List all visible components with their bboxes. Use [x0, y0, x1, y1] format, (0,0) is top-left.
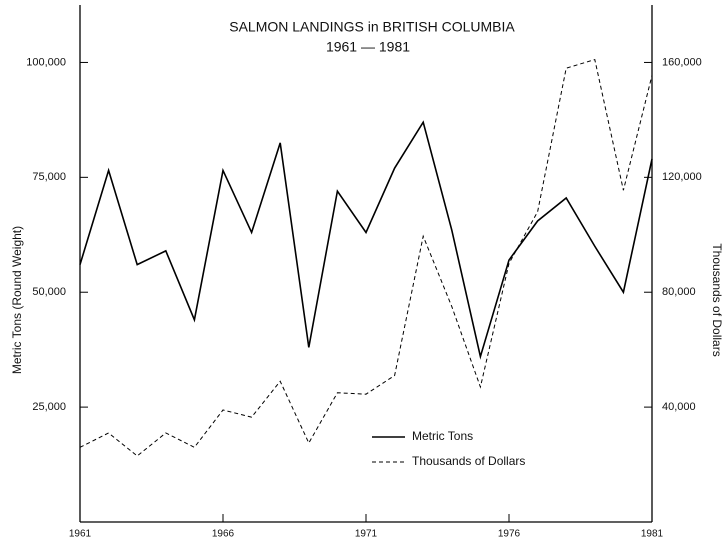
y-tick-label: 50,000	[32, 286, 66, 298]
y-tick-label: 100,000	[26, 56, 66, 68]
legend-label: Metric Tons	[412, 429, 473, 443]
x-tick-label: 1981	[641, 529, 664, 540]
x-tick-label: 1976	[498, 529, 521, 540]
y2-axis-label: Thousands of Dollars	[710, 243, 724, 356]
y-tick-label: 75,000	[32, 171, 66, 183]
chart-subtitle: 1961 — 1981	[326, 39, 410, 55]
x-tick-label: 1966	[212, 529, 235, 540]
legend-label: Thousands of Dollars	[412, 454, 525, 468]
y2-tick-label: 40,000	[662, 401, 696, 413]
chart-title: SALMON LANDINGS in BRITISH COLUMBIA	[229, 19, 515, 35]
series-line	[79, 58, 653, 457]
x-tick-label: 1961	[69, 529, 92, 540]
x-tick-label: 1971	[355, 529, 378, 540]
y-tick-label: 25,000	[32, 401, 66, 413]
y2-tick-label: 160,000	[662, 56, 702, 68]
y-axis-label: Metric Tons (Round Weight)	[10, 226, 24, 374]
y2-tick-label: 120,000	[662, 171, 702, 183]
series-line	[79, 120, 653, 360]
y2-tick-label: 80,000	[662, 286, 696, 298]
